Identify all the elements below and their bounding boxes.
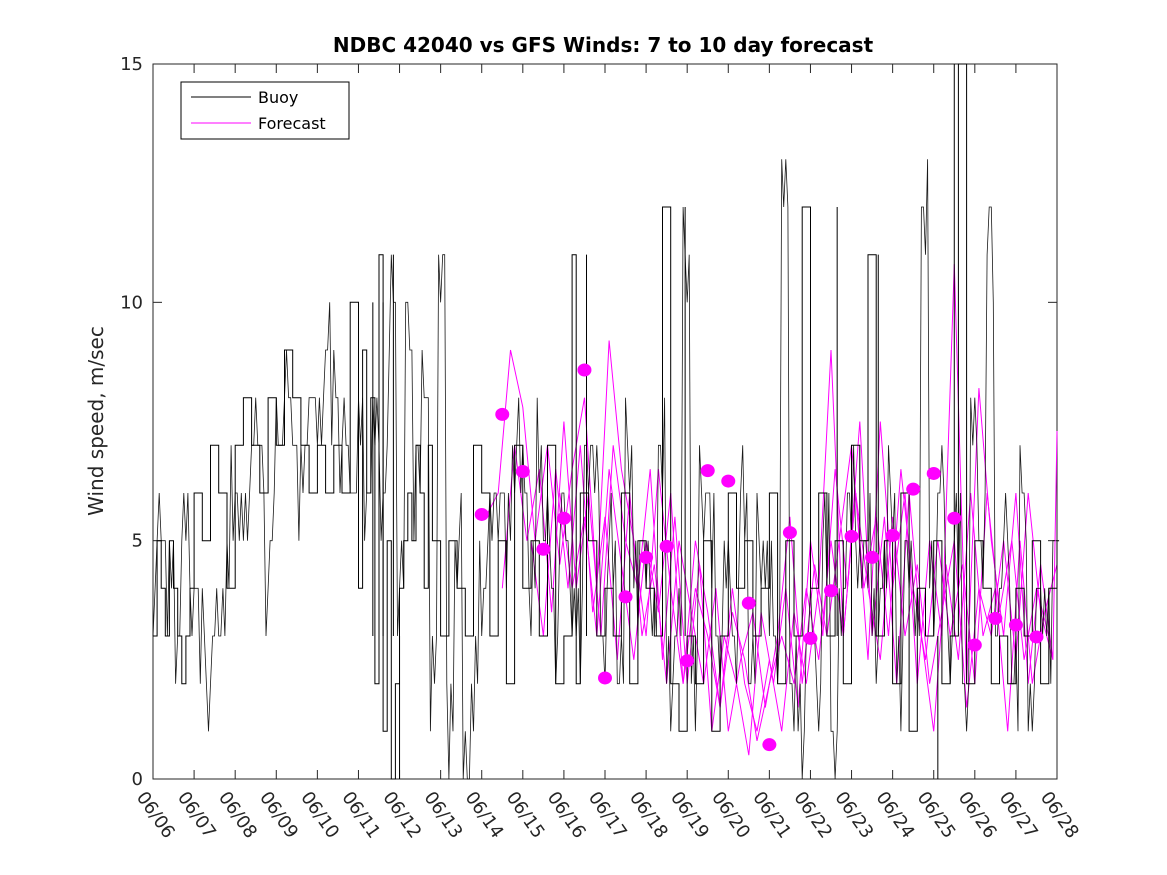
forecast-point — [680, 654, 695, 668]
forecast-point — [700, 464, 715, 478]
buoy-line-detail — [152, 159, 1055, 780]
forecast-point — [885, 528, 900, 542]
forecast-point — [741, 596, 756, 610]
forecast-point — [926, 466, 941, 480]
chart-title: NDBC 42040 vs GFS Winds: 7 to 10 day for… — [333, 33, 874, 57]
forecast-point — [495, 407, 510, 421]
forecast-point — [721, 474, 736, 488]
forecast-point — [967, 638, 982, 652]
forecast-point — [988, 611, 1003, 625]
forecast-point — [639, 550, 654, 564]
legend: Buoy Forecast — [180, 81, 350, 140]
forecast-point — [803, 631, 818, 645]
series-group — [152, 63, 1060, 780]
y-tick-label: 15 — [120, 54, 143, 75]
forecast-point — [865, 550, 880, 564]
y-tick-label: 10 — [120, 292, 143, 313]
forecast-point — [515, 465, 530, 479]
forecast-point — [782, 526, 797, 540]
buoy-line — [153, 63, 1060, 780]
forecast-point — [824, 584, 838, 598]
y-tick-label: 5 — [132, 531, 143, 552]
forecast-point — [556, 511, 571, 525]
forecast-point — [474, 507, 489, 521]
forecast-point — [659, 539, 674, 553]
forecast-point — [1029, 630, 1044, 644]
y-tick-label: 0 — [132, 769, 143, 790]
forecast-point — [762, 738, 777, 752]
forecast-line — [559, 469, 1054, 742]
forecast-point — [906, 482, 921, 496]
forecast-point — [577, 363, 592, 377]
forecast-point — [947, 511, 962, 525]
forecast-point — [536, 542, 551, 556]
legend-forecast-label: Forecast — [258, 114, 326, 133]
y-axis-label: Wind speed, m/sec — [84, 326, 108, 516]
forecast-point — [1008, 618, 1023, 632]
forecast-point — [844, 529, 859, 543]
legend-box — [180, 81, 350, 140]
forecast-point — [598, 671, 612, 685]
legend-buoy-label: Buoy — [258, 88, 298, 107]
forecast-point — [618, 590, 633, 604]
